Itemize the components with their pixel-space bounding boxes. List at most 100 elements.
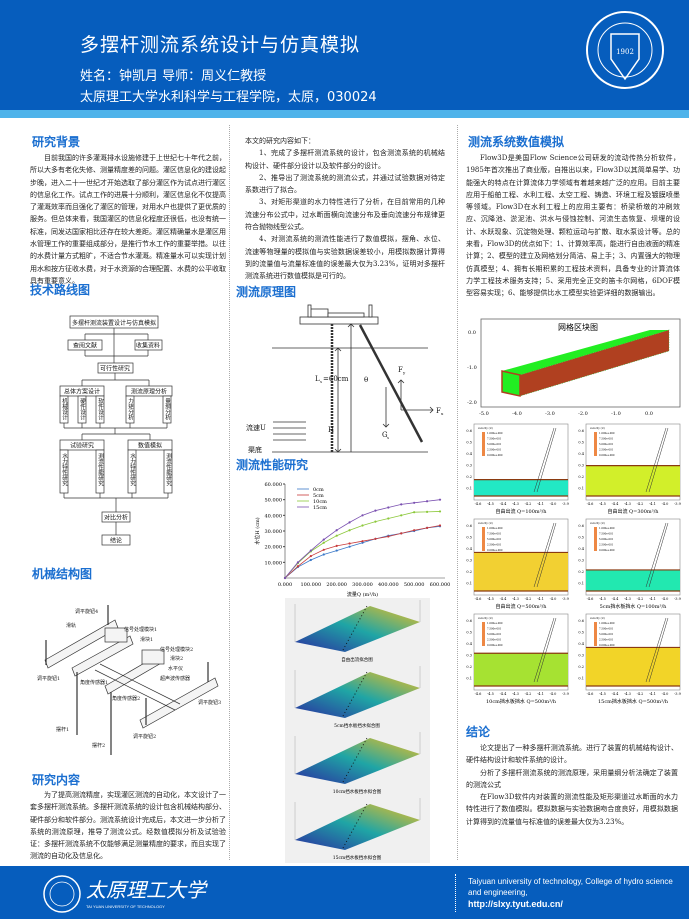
sim-x-tick: -4.4 (612, 692, 620, 696)
surface-axes (294, 798, 421, 840)
pendulum-rod (645, 617, 669, 683)
sim-x-tick: -4.3 (512, 502, 519, 506)
label-h: H (328, 426, 334, 434)
simulation-plot: 1.000e+000 7.500e-001 5.000e-001 2.500e-001… (466, 613, 569, 705)
data-point (413, 511, 416, 514)
sim-y-tick: 0.1 (466, 487, 472, 491)
pendulum-rod (533, 427, 557, 493)
conclusion-paragraph: 分析了多摆杆测流系统的测流原理，采用量纲分析法确定了装置的测流公式 (466, 768, 678, 789)
fit-surface (295, 672, 420, 718)
x-tick-label: 200.000 (326, 582, 347, 588)
data-point (322, 538, 325, 541)
color-legend-title: velocity (U) (478, 617, 493, 620)
water-body (474, 552, 568, 591)
sim-x-tick: -4.2 (637, 692, 644, 696)
fit-surface (295, 606, 420, 652)
data-point (322, 553, 325, 556)
simulation-panel: 1.000e+000 7.500e-001 5.000e-001 2.500e-001… (572, 422, 682, 515)
data-point (348, 521, 351, 524)
sim-y-tick: 0.6 (578, 619, 584, 623)
label-fy: F (398, 366, 403, 374)
data-point (361, 524, 364, 527)
data-point (400, 503, 403, 506)
mesh-x-tick: -1.0 (611, 411, 621, 417)
x-axis-label: 流量Q (m³/h) (347, 591, 378, 598)
color-legend-bar (594, 527, 597, 551)
simulation-panel: 1.000e+000 7.500e-001 5.000e-001 2.500e-001… (572, 517, 682, 610)
background-text: 目前我国的许多灌溉排水设施修建于上世纪七十年代之前，所以大多有老化失修、测量精度… (30, 152, 226, 287)
pendulum-rod (533, 522, 557, 588)
label-sig2: 信号处理模块2 (160, 646, 193, 653)
sim-x-tick: -4.5 (487, 502, 494, 506)
data-point (387, 517, 390, 520)
sim-x-tick: -4.1 (649, 502, 656, 506)
sim-x-tick: -4.6 (587, 692, 594, 696)
sim-x-tick: -4.0 (550, 502, 557, 506)
sim-y-tick: 0.5 (466, 441, 472, 445)
color-legend-value: 2.500e-001 (487, 639, 502, 642)
legend-label: 15cm (313, 505, 327, 511)
sim-y-tick: 0.1 (578, 677, 584, 681)
mesh-x-tick: -4.0 (512, 411, 522, 417)
sim-x-tick: -4.5 (487, 597, 494, 601)
data-point (425, 510, 429, 513)
sim-y-tick: 0.6 (466, 429, 472, 433)
sim-x-tick: -4.0 (662, 597, 669, 601)
sim-y-tick: 0.5 (578, 536, 584, 540)
mesh-block-figure: 网格区块图 -5.0 -4.0 -3.0 -2.0 -1.0 0.0 0.0 -1.0 -2.0 (467, 318, 681, 417)
data-point (413, 501, 416, 504)
simulation-panel: 1.000e+000 7.500e-001 5.000e-001 2.500e-001… (460, 517, 570, 610)
performance-line-chart: 0.000 100.000 200.000 300.000 400.000 500.000… (254, 482, 450, 598)
sim-x-tick: -4.5 (599, 692, 606, 696)
sim-y-tick: 0.4 (578, 452, 584, 456)
sim-y-tick: 0.4 (578, 547, 584, 551)
sim-x-tick: -4.6 (475, 502, 482, 506)
sim-x-tick: -4.1 (537, 502, 544, 506)
sim-y-tick: 0.2 (578, 665, 584, 669)
sim-x-tick: -4.4 (612, 597, 620, 601)
simulation-paragraph: Flow3D是美国Flow Science公司研发的流动传热分析软件，1985年… (466, 154, 680, 298)
node-test-hydraulic: 水力特性研究 (61, 452, 68, 488)
node-sim-performance: 测流性能研究 (165, 452, 172, 488)
sim-x-tick: -4.0 (550, 692, 557, 696)
node-test: 试验研究 (70, 442, 94, 450)
y-tick-label: 40.000 (265, 513, 283, 519)
label-length-value: =60cm (323, 375, 349, 383)
legend-label: 5cm (313, 493, 324, 499)
sim-y-tick: 0.5 (578, 441, 584, 445)
sim-y-tick: 0.3 (578, 464, 584, 468)
y-tick-label: 20.000 (265, 545, 283, 551)
simulation-text: Flow3D是美国Flow Science公司研发的流动传热分析软件，1985年… (466, 152, 680, 300)
node-torque: 力矩分析 (127, 397, 134, 422)
simulation-caption: 5cm挡水板挡水 Q=100m³/h (600, 603, 668, 610)
y-tick-label: 30.000 (265, 529, 283, 535)
sim-y-tick: 0.4 (466, 642, 472, 646)
color-legend-value: 1.000e+000 (599, 527, 615, 530)
data-point (374, 509, 377, 512)
color-legend-value: 7.500e-001 (599, 628, 614, 631)
color-legend-bar (482, 527, 485, 551)
sim-y-tick: 0.6 (466, 524, 472, 528)
data-points (342, 605, 368, 651)
sim-x-tick: -4.6 (475, 597, 482, 601)
node-software: 软件设计 (97, 397, 104, 422)
data-points (342, 671, 368, 717)
surface-axes (294, 600, 421, 642)
sim-y-tick: 0.2 (466, 665, 472, 669)
color-legend-value: 5.000e-001 (599, 538, 614, 541)
simulation-panel: 1.000e+000 7.500e-001 5.000e-001 2.500e-001… (460, 422, 570, 515)
footer-url[interactable]: http://slxy.tyut.edu.cn/ (468, 899, 563, 909)
sim-y-tick: 0.1 (578, 487, 584, 491)
section-heading-conclusion: 结论 (466, 725, 491, 739)
sim-x-tick: -4.5 (487, 692, 494, 696)
sim-y-tick: 0.5 (466, 631, 472, 635)
node-dimension: 量纲分析 (164, 398, 171, 422)
footer-college: Taiyuan university of technology, Colleg… (468, 877, 673, 897)
data-point (413, 529, 416, 532)
node-overall-design: 总体方案设计 (64, 388, 100, 396)
section-heading-mechanism: 机械结构图 (32, 567, 93, 581)
water-body (474, 479, 568, 496)
sim-x-tick: -4.1 (649, 597, 656, 601)
color-legend-title: velocity (U) (590, 427, 605, 430)
simulation-plot: 1.000e+000 7.500e-001 5.000e-001 2.500e-001… (578, 613, 681, 705)
